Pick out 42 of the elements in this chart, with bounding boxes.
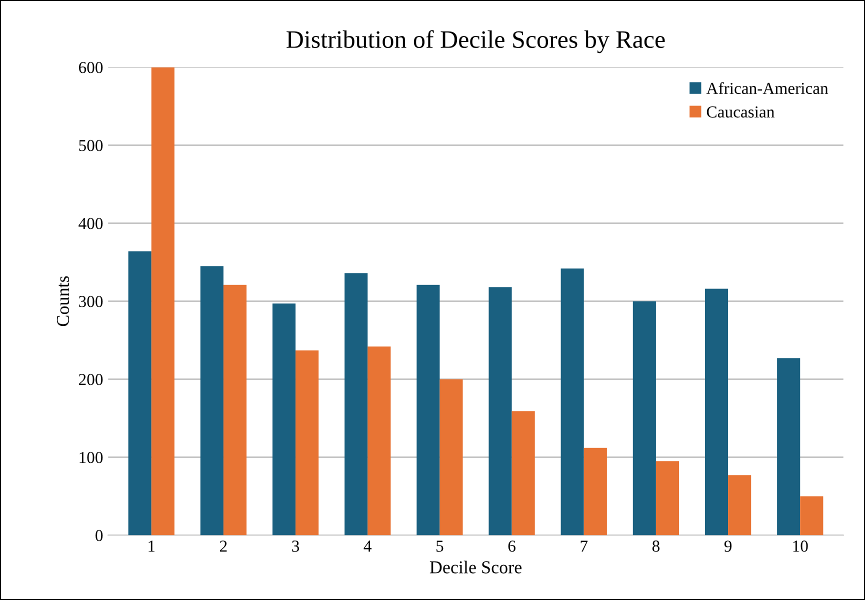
x-tick-label: 5 bbox=[436, 540, 444, 552]
y-tick-label: 500 bbox=[79, 140, 103, 152]
bar bbox=[632, 301, 656, 536]
y-tick-label: 300 bbox=[79, 296, 103, 308]
bar bbox=[440, 379, 463, 536]
y-tick-label: 400 bbox=[78, 218, 103, 230]
y-tick-label: 100 bbox=[80, 452, 103, 464]
x-tick-label: 2 bbox=[220, 540, 227, 552]
y-tick-label: 600 bbox=[78, 62, 103, 74]
bar bbox=[560, 268, 584, 536]
x-tick-label: 7 bbox=[580, 540, 588, 552]
bar bbox=[656, 461, 680, 536]
y-axis-title: Counts bbox=[56, 276, 70, 326]
x-tick-label: 1 bbox=[148, 540, 155, 552]
x-tick-label: 8 bbox=[652, 540, 660, 552]
bar bbox=[223, 284, 247, 536]
bar bbox=[704, 288, 728, 536]
x-tick-label: 6 bbox=[508, 540, 516, 552]
bar bbox=[416, 284, 440, 536]
x-axis-title: Decile Score bbox=[430, 560, 522, 574]
legend-label: Caucasian bbox=[706, 106, 774, 118]
bar bbox=[584, 448, 607, 536]
x-tick-label: 3 bbox=[292, 540, 300, 552]
chart-title: Distribution of Decile Scores by Race bbox=[286, 30, 665, 54]
y-tick-label: 0 bbox=[96, 530, 103, 542]
bar bbox=[800, 496, 824, 536]
bar bbox=[777, 358, 800, 536]
bar bbox=[296, 350, 319, 536]
bar bbox=[344, 273, 368, 536]
bar bbox=[488, 287, 512, 536]
legend-label: African-American bbox=[706, 82, 828, 94]
x-tick-label: 10 bbox=[793, 540, 808, 552]
x-tick-label: 4 bbox=[364, 540, 372, 552]
bar bbox=[200, 266, 224, 536]
bar bbox=[272, 304, 296, 536]
bar bbox=[128, 251, 152, 536]
y-tick-label: 200 bbox=[78, 374, 103, 386]
bar bbox=[512, 411, 535, 536]
bar bbox=[151, 67, 174, 536]
x-tick-label: 9 bbox=[724, 540, 732, 552]
bar bbox=[728, 475, 752, 536]
bar bbox=[368, 346, 391, 536]
